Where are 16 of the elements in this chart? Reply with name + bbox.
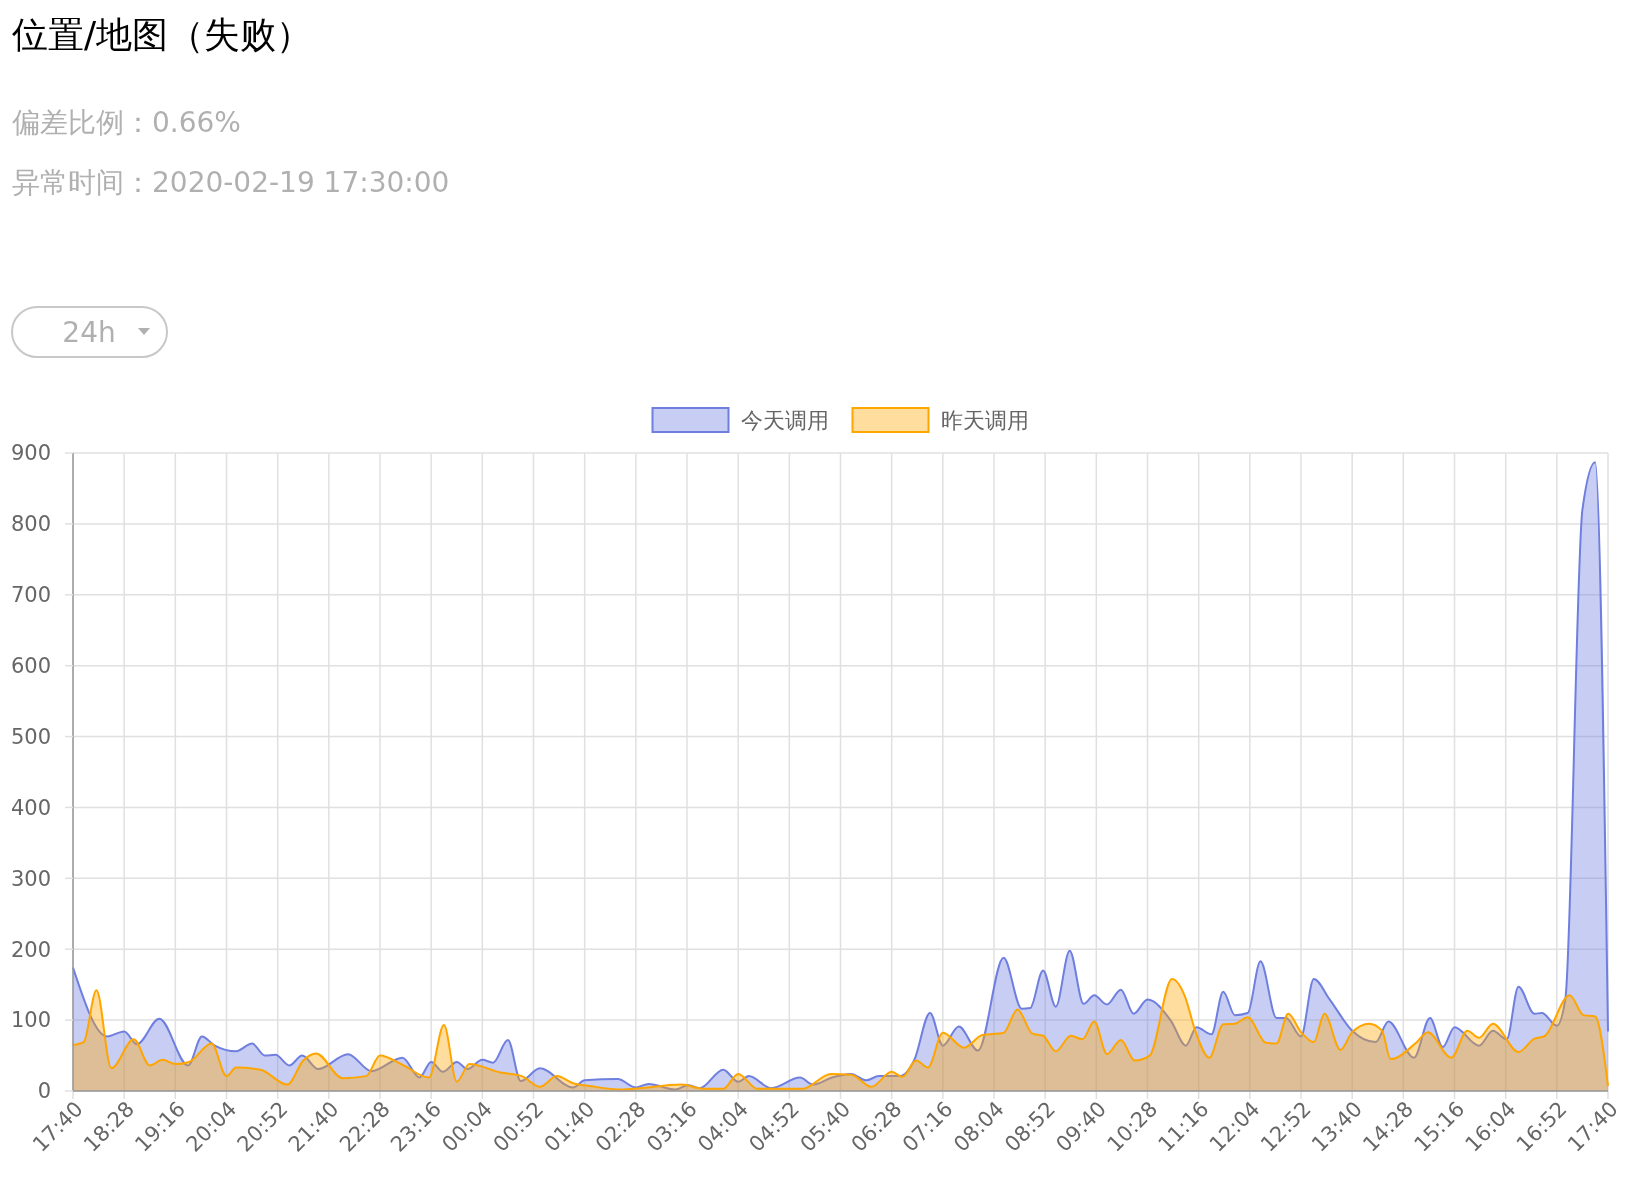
y-tick-label: 100 [10, 1008, 51, 1033]
y-tick-label: 600 [10, 654, 51, 679]
chart-subtitle: 偏差比例：0.66% [12, 106, 241, 139]
legend-label: 昨天调用 [940, 407, 1029, 433]
y-tick-label: 800 [10, 512, 51, 537]
legend-label: 今天调用 [740, 407, 829, 433]
y-tick-label: 200 [10, 937, 51, 962]
chart-title: 位置/地图（失败） [12, 14, 313, 55]
y-tick-label: 300 [10, 866, 51, 891]
y-tick-label: 400 [10, 795, 51, 820]
y-tick-label: 0 [37, 1079, 51, 1104]
y-tick-label: 500 [10, 724, 51, 749]
text: 24h [62, 316, 116, 349]
text: 异常时间：2020-02-19 17:30:00 [12, 166, 450, 199]
y-tick-label: 900 [10, 441, 51, 466]
y-tick-label: 700 [10, 583, 51, 608]
